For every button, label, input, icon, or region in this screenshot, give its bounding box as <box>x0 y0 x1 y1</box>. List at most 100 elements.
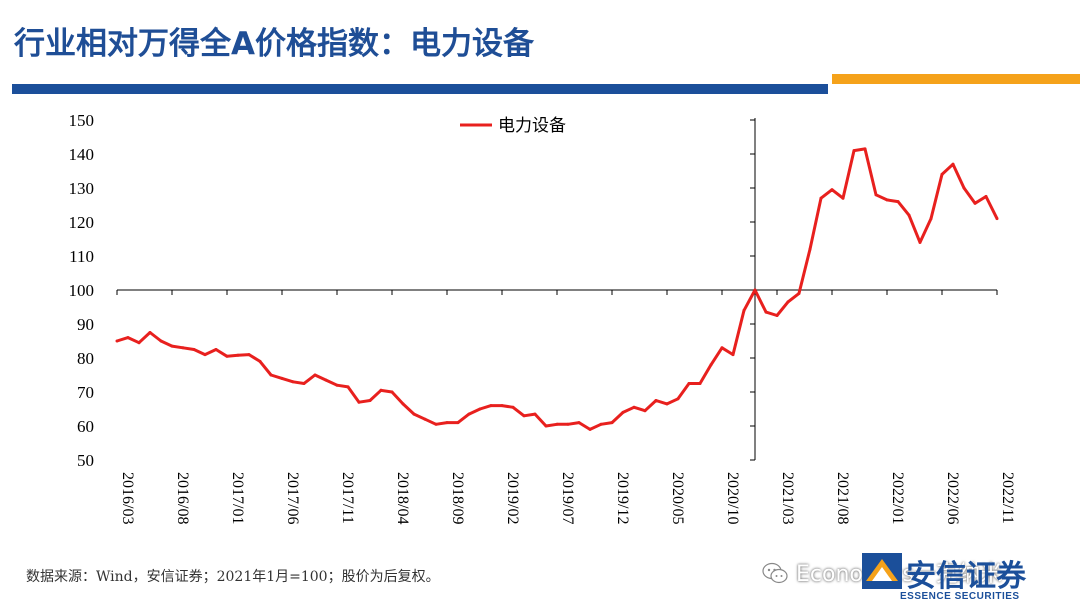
data-point <box>665 402 669 406</box>
x-tick-label: 2020/10 <box>724 472 741 524</box>
data-point <box>511 405 515 409</box>
data-point <box>929 217 933 221</box>
data-point <box>819 196 823 200</box>
x-tick-label: 2021/08 <box>834 472 851 524</box>
wechat-icon <box>762 562 788 584</box>
data-point <box>236 353 240 357</box>
x-tick-label: 2017/01 <box>229 472 246 524</box>
x-tick-label: 2020/05 <box>669 472 686 524</box>
legend-label: 电力设备 <box>498 116 566 136</box>
data-point <box>588 427 592 431</box>
y-tick-label: 110 <box>69 247 94 266</box>
page-title: 行业相对万得全A价格指数：电力设备 <box>14 26 534 62</box>
data-point <box>962 186 966 190</box>
x-tick-label: 2016/03 <box>119 472 136 524</box>
data-point <box>687 382 691 385</box>
data-point <box>368 399 372 402</box>
data-point <box>500 404 504 408</box>
data-point <box>159 339 163 343</box>
data-point <box>907 213 911 217</box>
data-point <box>478 407 482 411</box>
data-point <box>896 200 900 204</box>
logo-english-name: ESSENCE SECURITIES <box>900 591 1020 602</box>
data-point <box>269 373 273 377</box>
data-point <box>830 188 834 192</box>
y-tick-label: 60 <box>77 417 94 436</box>
logo-chinese-name: 安信证券 <box>906 559 1026 594</box>
data-point <box>291 380 295 384</box>
data-point <box>940 172 944 176</box>
data-point <box>621 410 625 414</box>
data-point <box>995 217 999 221</box>
data-point <box>522 414 526 418</box>
data-point <box>555 422 559 426</box>
x-tick-label: 2021/03 <box>779 472 796 524</box>
x-tick-label: 2018/04 <box>394 472 411 524</box>
data-point <box>412 412 416 416</box>
data-point <box>544 424 548 428</box>
data-point <box>951 162 955 166</box>
data-point <box>324 378 328 382</box>
data-point <box>852 149 856 153</box>
y-tick-label: 120 <box>69 213 95 232</box>
x-tick-label: 2019/02 <box>504 472 521 524</box>
y-tick-label: 70 <box>77 383 94 402</box>
data-point <box>720 346 724 350</box>
data-point <box>709 363 713 367</box>
header-bar-blue <box>12 84 828 94</box>
x-tick-label: 2016/08 <box>174 472 191 524</box>
data-point <box>753 288 757 292</box>
data-point <box>170 344 174 348</box>
data-point <box>786 300 790 304</box>
logo-mark-icon <box>862 553 902 589</box>
data-point <box>808 247 812 251</box>
data-point <box>764 310 768 314</box>
data-point <box>489 404 493 408</box>
series-line-power-equipment <box>116 147 999 431</box>
data-point <box>632 405 636 409</box>
data-point <box>467 412 471 416</box>
data-point <box>379 388 383 392</box>
x-tick-label: 2019/12 <box>614 472 631 524</box>
y-tick-label: 50 <box>77 451 94 470</box>
data-point <box>918 240 922 244</box>
data-point <box>434 422 438 426</box>
x-tick-label: 2017/06 <box>284 472 301 524</box>
data-point <box>445 421 449 425</box>
y-tick-label: 140 <box>69 145 95 164</box>
x-tick-label: 2017/11 <box>339 472 356 524</box>
data-point <box>698 382 702 385</box>
data-point <box>346 385 350 389</box>
x-tick-label: 2019/07 <box>559 472 576 524</box>
y-tick-label: 80 <box>77 349 94 368</box>
data-point <box>731 353 735 357</box>
essence-securities-logo: 安信证券 ESSENCE SECURITIES <box>862 551 1052 603</box>
data-point <box>115 339 119 343</box>
data-point <box>456 421 460 425</box>
data-point <box>885 198 889 202</box>
y-tick-label: 100 <box>69 281 95 300</box>
data-point <box>654 399 658 402</box>
data-point <box>335 383 339 387</box>
data-point <box>643 409 647 413</box>
data-point <box>533 412 537 416</box>
data-point <box>566 422 570 426</box>
data-point <box>280 376 284 380</box>
x-tick-label: 2022/06 <box>944 472 961 524</box>
data-point <box>401 402 405 406</box>
data-point <box>676 397 680 401</box>
data-point <box>357 400 361 404</box>
data-point <box>874 193 878 197</box>
data-point <box>302 382 306 385</box>
data-point <box>148 331 152 334</box>
data-point <box>973 201 977 205</box>
data-point <box>247 353 251 357</box>
data-point <box>577 421 581 425</box>
data-point <box>214 348 218 351</box>
data-point <box>203 353 207 357</box>
data-point <box>225 354 229 358</box>
data-point <box>863 147 867 151</box>
header-bar-orange <box>832 74 1080 84</box>
data-source-note: 数据来源：Wind，安信证券；2021年1月=100；股价为后复权。 <box>26 569 440 585</box>
data-point <box>742 308 746 312</box>
